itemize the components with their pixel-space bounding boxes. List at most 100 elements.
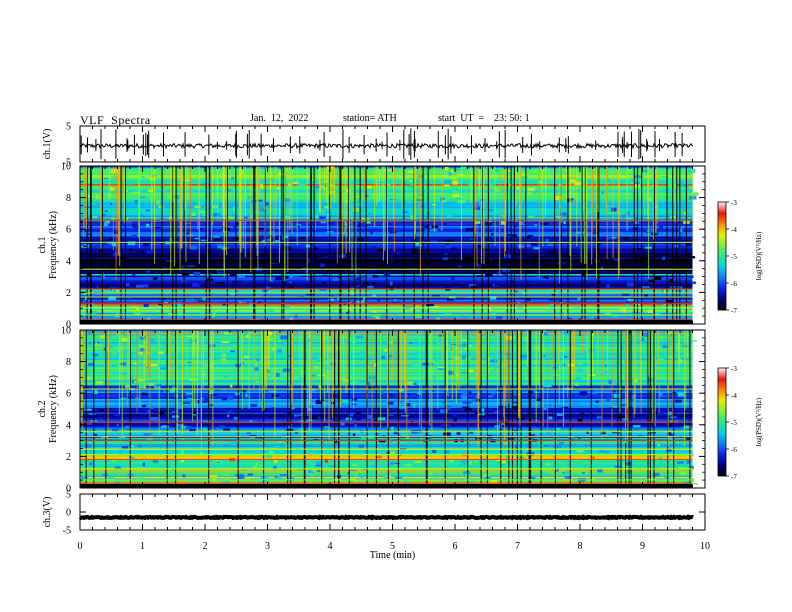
colorbar-swatch <box>718 471 726 473</box>
colorbar-swatch <box>718 389 726 391</box>
colorbar-swatch <box>718 212 726 214</box>
spectrogram-cell <box>467 344 473 347</box>
spectrogram-cell <box>406 435 409 440</box>
spectrogram-cell <box>490 359 498 363</box>
spectrogram-cell <box>670 286 677 289</box>
spectrogram-cell <box>380 390 384 394</box>
spectrogram-cell <box>428 472 432 476</box>
spectrogram-cell <box>663 232 669 235</box>
spectrogram-cell <box>458 355 466 359</box>
spectrogram-cell <box>80 312 88 315</box>
spectrogram-cell <box>465 408 472 411</box>
spectrogram-cell <box>447 269 456 271</box>
spectrogram-cell <box>405 474 410 478</box>
colorbar-swatch <box>718 383 726 385</box>
spectrogram-cell <box>199 210 208 213</box>
colorbar-tick-label: -6 <box>731 446 737 454</box>
spectrogram-cell <box>311 309 314 313</box>
spectrogram-streak <box>93 330 95 488</box>
ch2-spectrogram <box>80 330 698 488</box>
colorbar-swatch <box>718 271 726 273</box>
spectrogram-cell <box>89 202 96 206</box>
spectrogram-streak <box>377 166 379 203</box>
spectrogram-cell <box>387 267 393 270</box>
colorbar-swatch <box>718 466 726 468</box>
spectrogram-cell <box>290 253 294 258</box>
colorbar-swatch <box>718 410 726 412</box>
colorbar-swatch <box>718 474 726 476</box>
colorbar-swatch <box>718 295 726 297</box>
spectrogram-cell <box>622 236 629 240</box>
x-tick-label: 3 <box>265 541 270 552</box>
spectrogram-cell <box>525 270 533 273</box>
colorbar-swatch <box>718 306 726 308</box>
spectrogram-cell <box>691 281 697 285</box>
colorbar-swatch <box>718 221 726 223</box>
spectrogram-streak <box>364 166 366 201</box>
spectrogram-cell <box>354 472 358 477</box>
spectrogram-cell <box>668 336 674 339</box>
spectrogram-cell <box>240 170 244 175</box>
spectrogram-cell <box>398 406 406 409</box>
spectrogram-cell <box>679 182 683 185</box>
spectrogram-streak <box>345 166 347 254</box>
spectrogram-streak <box>380 330 382 428</box>
spectrogram-cell <box>227 166 235 169</box>
spectrogram-cell <box>225 478 229 483</box>
spectrogram-cell <box>634 255 640 259</box>
spectrogram-cell <box>488 258 494 261</box>
spectrogram-tone-line <box>80 468 693 470</box>
spectrogram-streak <box>226 166 228 324</box>
spectrogram-cell <box>662 344 669 349</box>
spectrogram-cell <box>389 194 394 198</box>
spectrogram-streak <box>115 166 117 281</box>
spectrogram-cell <box>520 352 526 355</box>
spectrogram-cell <box>370 231 373 235</box>
colorbar-swatch <box>718 253 726 255</box>
spectrogram-cell <box>139 348 146 352</box>
spectrogram-cell <box>506 431 509 435</box>
spectrogram-cell <box>622 386 625 390</box>
spectrogram-streak <box>606 330 608 374</box>
spectrogram-streak <box>375 330 377 488</box>
spectrogram-tone-line <box>80 268 693 270</box>
spectrogram-streak <box>382 166 384 261</box>
spectrogram-cell <box>662 211 669 213</box>
spectrogram-cell <box>283 216 290 220</box>
colorbar-swatch <box>718 215 726 217</box>
spectrogram-cell <box>394 306 399 309</box>
spectrogram-cell <box>216 244 223 246</box>
spectrogram-cell <box>230 384 233 388</box>
spectrogram-cell <box>121 338 129 342</box>
spectrogram-cell <box>86 423 93 425</box>
spectrogram-cell <box>200 239 209 241</box>
spectrogram-streak <box>211 166 213 242</box>
spectrogram-cell <box>442 257 449 261</box>
spectrogram-cell <box>580 413 585 417</box>
spectrogram-cell <box>595 368 599 373</box>
spectrogram-cell <box>166 169 171 173</box>
spectrogram-streak <box>626 166 628 231</box>
spectrogram-streak <box>179 166 181 271</box>
spectrogram-cell <box>422 362 428 366</box>
spectrogram-cell <box>140 214 143 216</box>
spectrogram-cell <box>134 311 141 315</box>
y-tick-label: 4 <box>66 256 71 267</box>
spectrogram-cell <box>331 402 336 405</box>
spectrogram-streak <box>127 330 129 381</box>
spectrogram-cell <box>389 198 396 200</box>
spectrogram-cell <box>197 300 204 302</box>
spectrogram-cell <box>441 178 446 182</box>
spectrogram-cell <box>98 249 105 252</box>
spectrogram-cell <box>233 416 238 421</box>
spectrogram-cell <box>663 289 666 293</box>
spectrogram-cell <box>653 472 660 477</box>
colorbar-swatch <box>718 216 726 218</box>
spectrogram-cell <box>88 363 94 367</box>
spectrogram-cell <box>550 303 555 308</box>
spectrogram-cell <box>199 255 204 258</box>
spectrogram-cell <box>371 315 379 318</box>
spectrogram-cell <box>153 226 161 229</box>
colorbar-swatch <box>718 296 726 298</box>
spectrogram-cell <box>401 434 407 436</box>
